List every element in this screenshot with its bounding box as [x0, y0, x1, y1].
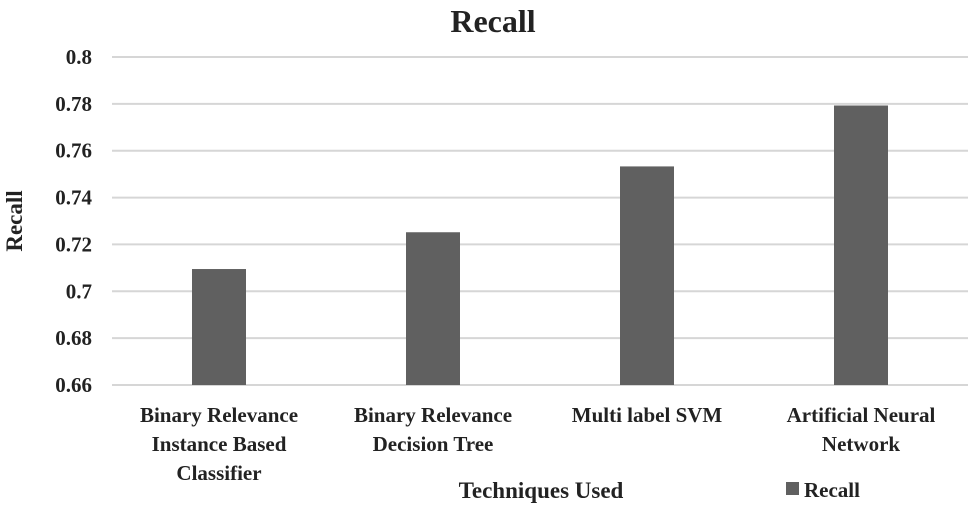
x-category-label-line: Binary Relevance	[140, 403, 298, 427]
x-category-label-line: Binary Relevance	[354, 403, 512, 427]
y-tick-label: 0.7	[66, 279, 92, 303]
y-tick-labels: 0.66 0.68 0.7 0.72 0.74 0.76 0.78 0.8	[55, 45, 92, 397]
x-axis-title: Techniques Used	[459, 478, 624, 503]
chart-title: Recall	[450, 3, 535, 39]
y-tick-label: 0.78	[55, 92, 92, 116]
bar	[620, 166, 674, 385]
x-category-label: Binary Relevance Instance Based Classifier	[140, 403, 298, 485]
legend-label: Recall	[804, 478, 860, 502]
y-axis-title: Recall	[2, 190, 27, 251]
x-category-label: Artificial Neural Network	[787, 403, 936, 456]
y-tick-label: 0.72	[55, 232, 92, 256]
y-tick-label: 0.68	[55, 326, 92, 350]
y-tick-label: 0.74	[55, 186, 92, 210]
gridlines	[112, 56, 968, 386]
x-category-label-line: Artificial Neural	[787, 403, 936, 427]
x-category-label-line: Instance Based	[152, 432, 287, 456]
x-category-label-line: Classifier	[176, 461, 261, 485]
bar	[834, 105, 888, 386]
legend: Recall	[786, 478, 860, 502]
x-category-label-line: Network	[822, 432, 900, 456]
y-tick-label: 0.76	[55, 139, 92, 163]
x-category-labels: Binary Relevance Instance Based Classifier…	[140, 403, 936, 485]
x-category-label: Binary Relevance Decision Tree	[354, 403, 512, 456]
bar	[192, 269, 246, 385]
x-category-label-line: Decision Tree	[373, 432, 494, 456]
bars	[192, 105, 888, 386]
x-category-label: Multi label SVM	[572, 403, 723, 427]
bar	[406, 232, 460, 385]
y-tick-label: 0.66	[55, 373, 92, 397]
x-category-label-line: Multi label SVM	[572, 403, 723, 427]
legend-swatch	[786, 482, 799, 495]
y-tick-label: 0.8	[66, 45, 92, 69]
